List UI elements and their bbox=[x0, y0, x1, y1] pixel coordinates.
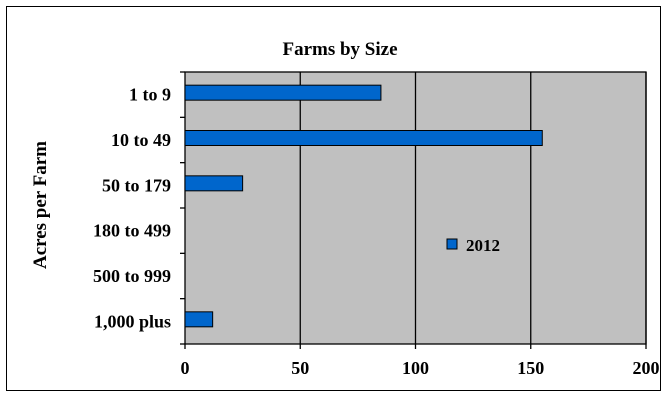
legend-swatch-2012 bbox=[446, 238, 458, 250]
plot-area: 0 50 100 150 200 1 to 9 10 to 49 50 to 179 180 t… bbox=[93, 71, 660, 378]
y-tick-label-2: 50 to 179 bbox=[102, 175, 171, 195]
x-tick-label-3: 150 bbox=[517, 358, 544, 378]
bar-5 bbox=[184, 311, 214, 328]
y-tick-label-1: 10 to 49 bbox=[111, 130, 171, 150]
x-tick-label-0: 0 bbox=[181, 358, 190, 378]
y-tick-label-0: 1 to 9 bbox=[129, 85, 171, 105]
legend-label-2012: 2012 bbox=[466, 236, 500, 255]
y-tick-label-3: 180 to 499 bbox=[93, 221, 171, 241]
x-tick-label-4: 200 bbox=[633, 358, 660, 378]
bar-2 bbox=[184, 175, 244, 192]
x-tick-label-1: 50 bbox=[291, 358, 309, 378]
y-tick-label-5: 1,000 plus bbox=[94, 311, 171, 331]
x-tick-label-2: 100 bbox=[402, 358, 429, 378]
y-tick-label-4: 500 to 999 bbox=[93, 266, 171, 286]
chart-title: Farms by Size bbox=[282, 39, 397, 60]
bar-0 bbox=[184, 84, 382, 101]
y-axis-title: Acres per Farm bbox=[30, 141, 51, 269]
legend: 2012 bbox=[446, 236, 500, 255]
bar-1 bbox=[184, 130, 543, 146]
